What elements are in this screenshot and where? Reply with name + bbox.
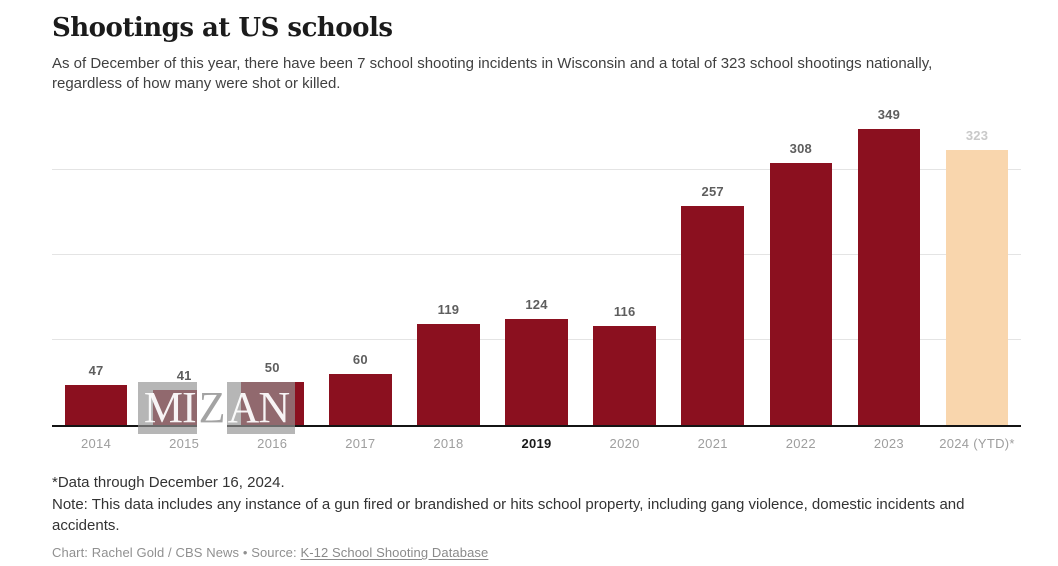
- x-axis-label: 2016: [257, 435, 288, 451]
- watermark-text-right: AN: [227, 382, 291, 432]
- plot-area: 47 41 50 60 119 124 116 257 308 349 323 MI Z AN: [52, 107, 1021, 434]
- bar-column: 116: [581, 107, 669, 425]
- bar: [769, 162, 833, 425]
- bar: [64, 384, 128, 425]
- bar-column: 124: [492, 107, 580, 425]
- credit-line: Chart: Rachel Gold / CBS News • Source: …: [52, 545, 1021, 560]
- watermark-text-mid: Z: [196, 381, 227, 434]
- watermark: MI Z AN: [138, 381, 295, 434]
- bar: [593, 326, 656, 425]
- x-axis-label: 2021: [697, 435, 728, 451]
- bar-value-label: 124: [525, 297, 548, 313]
- chart-notes: *Data through December 16, 2024. Note: T…: [52, 472, 1021, 537]
- page-title: Shootings at US schools: [52, 13, 393, 43]
- x-axis-label: 2015: [169, 435, 200, 451]
- bar-column: 47: [52, 107, 140, 425]
- bar-column: 257: [669, 107, 757, 425]
- bar: [417, 323, 480, 425]
- x-axis-label: 2018: [433, 435, 464, 451]
- bar-chart: 47 41 50 60 119 124 116 257 308 349 323 MI Z AN 2014…: [52, 107, 1021, 451]
- watermark-text-left: MI: [143, 382, 197, 432]
- bar-column: 50: [228, 107, 316, 425]
- x-axis-label: 2020: [609, 435, 640, 451]
- x-axis-label: 2017: [345, 435, 376, 451]
- gridline: [52, 168, 1021, 170]
- bar-value-label: 323: [965, 128, 989, 144]
- bar: [329, 373, 392, 425]
- bar: [505, 319, 568, 425]
- x-axis-label: 2023: [873, 435, 904, 451]
- bar: [857, 128, 921, 425]
- bars-row: 47 41 50 60 119 124 116 257 308 349 323: [52, 107, 1021, 425]
- bar-value-label: 349: [877, 106, 901, 122]
- bar-value-label: 257: [701, 184, 724, 200]
- bar-value-label: 119: [437, 301, 460, 317]
- bar-column: 308: [757, 107, 845, 425]
- credit-text: Chart: Rachel Gold / CBS News • Source:: [52, 545, 301, 561]
- bar-column: 41: [140, 107, 228, 425]
- bar-value-label: 41: [176, 367, 192, 383]
- bar-value-label: 50: [264, 360, 280, 376]
- x-axis-label: 2014: [80, 435, 112, 451]
- source-link[interactable]: K-12 School Shooting Database: [300, 545, 489, 561]
- x-axis-label: 2022: [785, 435, 816, 451]
- bar-value-label: 47: [88, 362, 104, 378]
- bar-column: 323: [933, 107, 1021, 425]
- footnote-data-through: *Data through December 16, 2024.: [52, 473, 285, 491]
- chart-subtitle: As of December of this year, there have …: [52, 55, 933, 92]
- gridline: [52, 253, 1021, 255]
- bar: [945, 150, 1009, 425]
- x-axis-labels: 2014 2015 2016 2017 2018 2019 2020 2021 2022 2023…: [52, 436, 1021, 451]
- bar-value-label: 60: [352, 351, 368, 367]
- bar: [681, 206, 744, 425]
- bar-column: 119: [404, 107, 492, 425]
- x-axis-label: 2019: [521, 435, 552, 451]
- note-text: Note: This data includes any instance of…: [52, 495, 965, 535]
- x-axis-label: 2024 (YTD)*: [939, 435, 1015, 451]
- bar-value-label: 308: [789, 140, 812, 156]
- bar-column: 60: [316, 107, 404, 425]
- bar-value-label: 116: [613, 304, 636, 320]
- bar-column: 349: [845, 107, 933, 425]
